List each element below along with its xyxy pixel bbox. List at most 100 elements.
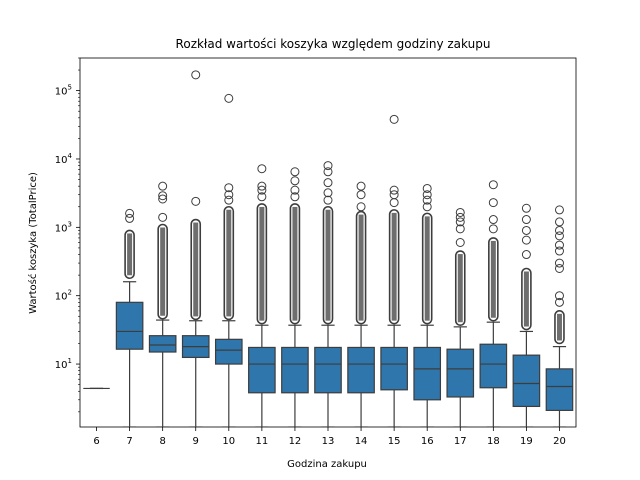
outlier-point — [389, 114, 399, 124]
x-tick-label: 8 — [159, 436, 165, 447]
outlier-point — [455, 238, 465, 247]
outlier-point — [521, 235, 531, 245]
x-tick-label: 20 — [553, 436, 566, 447]
flier-band — [289, 203, 301, 325]
outlier-point — [356, 190, 366, 200]
y-tick-label: 105 — [55, 84, 72, 98]
outlier-point — [257, 164, 267, 174]
box-hour-19 — [512, 203, 541, 427]
outlier-point — [158, 191, 168, 201]
outlier-point — [224, 190, 234, 200]
iqr-box — [479, 343, 508, 389]
flier-band-fill — [292, 206, 298, 321]
x-tick-label: 9 — [193, 436, 199, 447]
flier-band — [488, 237, 499, 322]
outlier-point — [488, 215, 498, 225]
outlier-point — [422, 195, 432, 205]
outlier-point — [191, 70, 201, 80]
box-hour-16 — [413, 183, 442, 427]
x-tick-label: 19 — [520, 436, 533, 447]
outlier-point — [323, 161, 333, 171]
outlier-point — [554, 225, 564, 235]
iqr-box — [214, 338, 243, 365]
outlier-point — [323, 178, 333, 188]
flier-band — [190, 218, 202, 321]
flier-band — [124, 229, 135, 280]
flier-band-fill — [490, 240, 496, 318]
outlier-point — [158, 181, 168, 191]
iqr-box — [115, 301, 144, 350]
flier-band-fill — [160, 227, 166, 316]
iqr-box — [148, 335, 177, 353]
outlier-point — [224, 195, 234, 205]
outlier-point — [554, 297, 564, 307]
x-tick-label: 11 — [255, 436, 268, 447]
x-tick-label: 10 — [222, 436, 235, 447]
y-axis-label: Wartość koszyka (TotalPrice) — [27, 172, 39, 314]
outlier-point — [554, 258, 564, 268]
iqr-box — [545, 368, 574, 411]
outlier-point — [224, 93, 234, 103]
flier-band-fill — [556, 313, 562, 341]
outlier-point — [422, 190, 432, 200]
outlier-point — [422, 183, 432, 193]
outlier-point — [488, 198, 498, 208]
outlier-point — [356, 181, 366, 191]
iqr-box — [446, 348, 475, 398]
iqr-box — [512, 354, 541, 408]
outlier-point — [455, 217, 465, 227]
flier-band — [388, 209, 400, 325]
y-tick-label: 101 — [55, 357, 72, 371]
outlier-point — [521, 203, 531, 213]
outlier-point — [290, 185, 300, 195]
box-hour-13 — [314, 161, 342, 427]
x-tick-label: 15 — [388, 436, 401, 447]
outlier-point — [125, 213, 135, 223]
outlier-point — [389, 198, 399, 208]
outlier-point — [488, 224, 498, 234]
outlier-point — [554, 231, 564, 241]
outlier-point — [290, 176, 300, 186]
iqr-box — [380, 346, 408, 391]
y-tick-label: 102 — [55, 289, 72, 303]
box-hour-9 — [181, 70, 210, 427]
outlier-point — [257, 181, 267, 191]
flier-band-fill — [127, 233, 133, 276]
iqr-box — [347, 346, 375, 394]
flier-band-fill — [457, 254, 463, 323]
outlier-point — [257, 185, 267, 195]
flier-band-fill — [523, 271, 529, 327]
flier-band — [256, 203, 268, 325]
outlier-point — [554, 246, 564, 256]
chart-title: Rozkład wartości koszyka względem godzin… — [176, 37, 491, 51]
y-tick-label: 103 — [55, 220, 72, 234]
iqr-box — [413, 346, 442, 401]
outlier-point — [554, 240, 564, 250]
outlier-point — [554, 263, 564, 273]
outlier-point — [488, 180, 498, 190]
outlier-point — [455, 224, 465, 234]
flier-band — [554, 310, 565, 345]
box-hour-11 — [248, 164, 276, 427]
outlier-point — [290, 167, 300, 177]
box-hour-12 — [281, 167, 309, 427]
outlier-point — [224, 183, 234, 193]
flier-band — [223, 205, 235, 321]
flier-band — [454, 250, 466, 327]
box-hour-15 — [380, 114, 408, 427]
outlier-point — [158, 194, 168, 204]
x-tick-label: 14 — [355, 436, 368, 447]
outlier-point — [554, 217, 564, 227]
box-hour-20 — [545, 205, 574, 427]
outlier-point — [158, 212, 168, 222]
y-tick-label: 104 — [55, 152, 73, 166]
flier-band-fill — [358, 214, 364, 321]
outlier-point — [290, 192, 300, 202]
flier-band — [421, 212, 433, 325]
outlier-point — [323, 195, 333, 205]
iqr-box — [314, 346, 342, 394]
flier-band — [322, 205, 334, 325]
box-hour-7 — [115, 208, 144, 427]
outlier-point — [323, 188, 333, 198]
